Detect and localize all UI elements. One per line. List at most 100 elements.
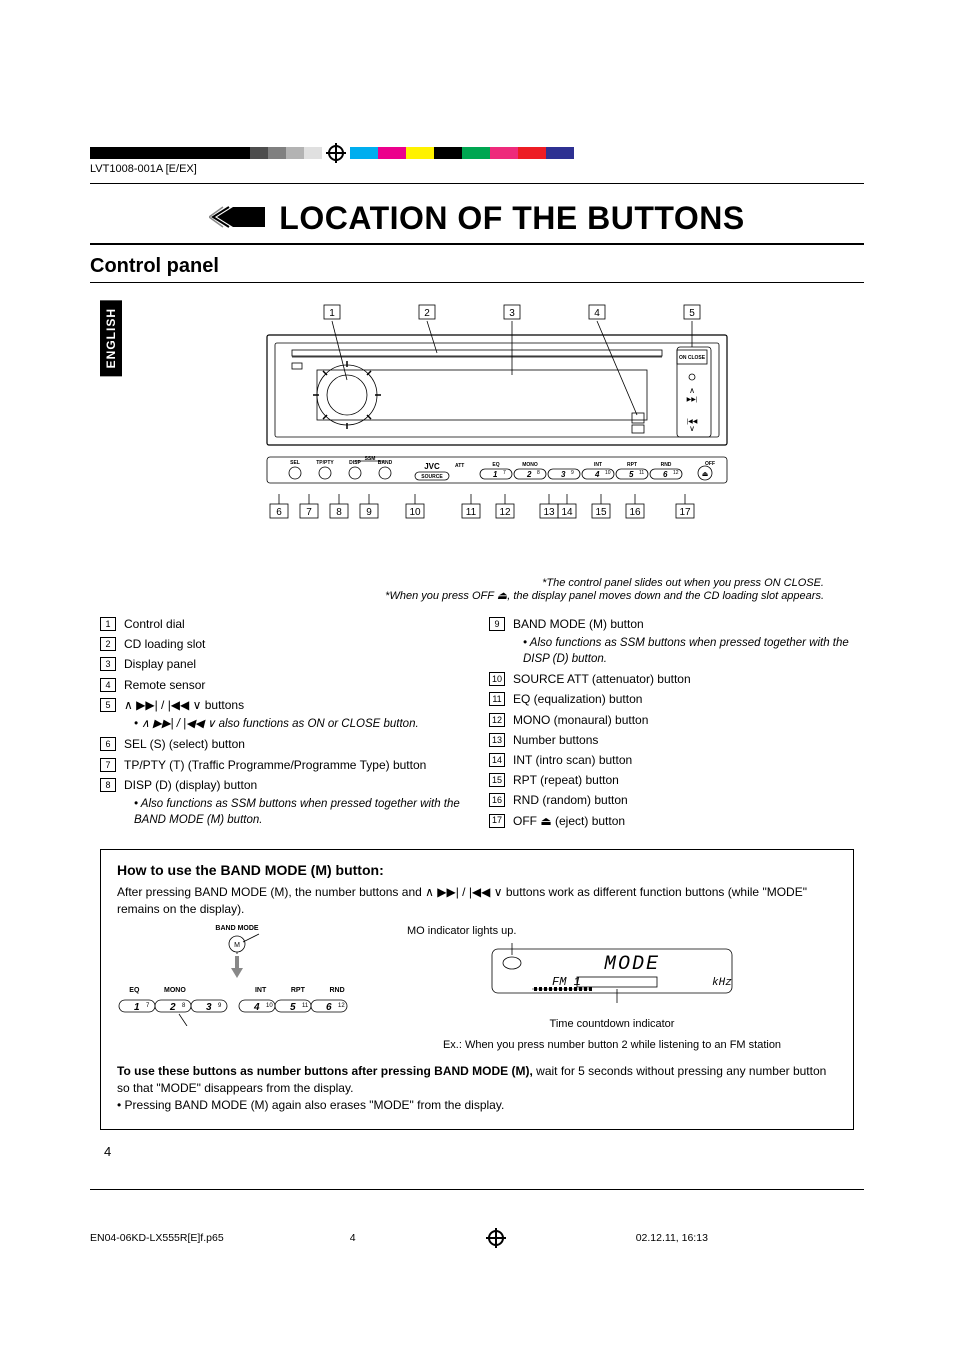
svg-text:TP/PTY: TP/PTY bbox=[316, 460, 334, 466]
page-footer: EN04-06KD-LX555R[E]f.p65 4 02.12.11, 16:… bbox=[90, 1230, 864, 1246]
band-mode-buttons-diagram: BAND MODE M EQ MONO INT RPT RND bbox=[117, 925, 357, 1029]
svg-text:11: 11 bbox=[466, 507, 477, 518]
legend-text: DISP (D) (display) button bbox=[124, 777, 465, 793]
svg-text:3: 3 bbox=[561, 470, 566, 479]
legend-text: EQ (equalization) button bbox=[513, 691, 854, 707]
svg-text:MODE: MODE bbox=[604, 953, 660, 976]
svg-text:∨: ∨ bbox=[689, 424, 695, 433]
legend-text: SEL (S) (select) button bbox=[124, 736, 465, 752]
legend-number: 14 bbox=[489, 753, 505, 767]
legend-number: 12 bbox=[489, 713, 505, 727]
svg-text:4: 4 bbox=[594, 308, 600, 319]
svg-text:FM 1: FM 1 bbox=[552, 975, 581, 989]
svg-text:11: 11 bbox=[639, 470, 644, 476]
legend-text: Display panel bbox=[124, 656, 465, 672]
svg-text:INT: INT bbox=[594, 462, 602, 468]
svg-text:JVC: JVC bbox=[424, 462, 440, 471]
eject-icon: ⏏ bbox=[497, 590, 507, 602]
info-box-footer: To use these buttons as number buttons a… bbox=[117, 1063, 837, 1115]
section-subtitle: Control panel bbox=[90, 255, 864, 278]
nav-buttons-icon: ∧ ▶▶| / |◀◀ ∨ bbox=[425, 885, 502, 899]
svg-text:7: 7 bbox=[306, 507, 312, 518]
svg-text:OFF: OFF bbox=[705, 461, 715, 467]
svg-text:ATT: ATT bbox=[455, 463, 464, 469]
svg-text:16: 16 bbox=[629, 507, 641, 518]
svg-text:kHz: kHz bbox=[712, 977, 732, 989]
svg-text:4: 4 bbox=[253, 1002, 260, 1013]
printer-marks-row: LVT1008-001A [E/EX] bbox=[90, 145, 864, 177]
svg-text:SOURCE: SOURCE bbox=[421, 474, 443, 480]
svg-text:5: 5 bbox=[290, 1002, 296, 1013]
legend-number: 5 bbox=[100, 698, 116, 712]
footer-page: 4 bbox=[350, 1232, 356, 1244]
registration-mark-icon bbox=[488, 1230, 504, 1246]
svg-text:RPT: RPT bbox=[627, 462, 637, 468]
legend-number: 15 bbox=[489, 773, 505, 787]
legend-number: 11 bbox=[489, 692, 505, 706]
svg-text:7: 7 bbox=[503, 470, 506, 476]
footer-filename: EN04-06KD-LX555R[E]f.p65 bbox=[90, 1232, 224, 1244]
section-arrow-icon bbox=[209, 203, 265, 234]
legend-left-column: 1Control dial2CD loading slot3Display pa… bbox=[100, 616, 465, 833]
info-box-intro: After pressing BAND MODE (M), the number… bbox=[117, 884, 837, 918]
svg-text:6: 6 bbox=[276, 507, 282, 518]
legend-text: RND (random) button bbox=[513, 792, 854, 808]
svg-text:14: 14 bbox=[561, 507, 573, 518]
diagram-notes: *The control panel slides out when you p… bbox=[90, 577, 824, 602]
svg-text:SEL: SEL bbox=[290, 460, 300, 466]
svg-text:15: 15 bbox=[595, 507, 607, 518]
svg-text:⏏: ⏏ bbox=[702, 471, 709, 478]
svg-text:8: 8 bbox=[336, 507, 342, 518]
legend-number: 8 bbox=[100, 778, 116, 792]
footer-date: 02.12.11, 16:13 bbox=[636, 1232, 708, 1244]
page-number: 4 bbox=[104, 1144, 864, 1159]
legend-number: 1 bbox=[100, 617, 116, 631]
control-panel-diagram: 12345 ON CLOSE bbox=[130, 295, 864, 567]
svg-text:12: 12 bbox=[673, 470, 679, 476]
legend-number: 2 bbox=[100, 637, 116, 651]
legend-text: INT (intro scan) button bbox=[513, 752, 854, 768]
svg-text:M: M bbox=[234, 942, 240, 949]
legend-text: Number buttons bbox=[513, 732, 854, 748]
legend-text: OFF ⏏ (eject) button bbox=[513, 813, 854, 829]
svg-text:9: 9 bbox=[366, 507, 372, 518]
svg-text:17: 17 bbox=[679, 507, 691, 518]
band-mode-info-box: How to use the BAND MODE (M) button: Aft… bbox=[100, 849, 854, 1130]
density-bar bbox=[90, 147, 322, 159]
display-example-diagram: MO indicator lights up. MODE FM 1 kHz Ti… bbox=[387, 925, 837, 1052]
legend-number: 13 bbox=[489, 733, 505, 747]
svg-text:8: 8 bbox=[182, 1003, 186, 1009]
color-bar bbox=[350, 147, 574, 159]
legend-number: 7 bbox=[100, 758, 116, 772]
svg-text:3: 3 bbox=[206, 1002, 212, 1013]
svg-text:5: 5 bbox=[629, 470, 634, 479]
button-legend: 1Control dial2CD loading slot3Display pa… bbox=[100, 616, 854, 833]
svg-text:▶▶|: ▶▶| bbox=[687, 397, 698, 403]
legend-text: MONO (monaural) button bbox=[513, 712, 854, 728]
legend-number: 3 bbox=[100, 657, 116, 671]
page-title: LOCATION OF THE BUTTONS bbox=[279, 200, 744, 237]
svg-text:3: 3 bbox=[509, 308, 515, 319]
svg-text:2: 2 bbox=[424, 308, 430, 319]
svg-text:8: 8 bbox=[537, 470, 540, 476]
svg-text:1: 1 bbox=[493, 470, 498, 479]
legend-right-column: 9BAND MODE (M) button• Also functions as… bbox=[489, 616, 854, 833]
legend-text: TP/PTY (T) (Traffic Programme/Programme … bbox=[124, 757, 465, 773]
svg-text:12: 12 bbox=[338, 1003, 345, 1009]
svg-text:1: 1 bbox=[329, 308, 335, 319]
svg-text:6: 6 bbox=[663, 470, 668, 479]
svg-text:10: 10 bbox=[605, 470, 611, 476]
svg-text:RND: RND bbox=[661, 462, 672, 468]
legend-text: ∧ ▶▶| / |◀◀ ∨ buttons bbox=[124, 697, 465, 713]
svg-text:4: 4 bbox=[594, 470, 600, 479]
legend-number: 6 bbox=[100, 737, 116, 751]
svg-text:5: 5 bbox=[689, 308, 695, 319]
svg-text:2: 2 bbox=[169, 1002, 176, 1013]
svg-text:10: 10 bbox=[409, 507, 421, 518]
legend-text: RPT (repeat) button bbox=[513, 772, 854, 788]
svg-text:2: 2 bbox=[526, 470, 532, 479]
legend-text: SOURCE ATT (attenuator) button bbox=[513, 671, 854, 687]
legend-number: 10 bbox=[489, 672, 505, 686]
title-row: LOCATION OF THE BUTTONS bbox=[90, 200, 864, 237]
svg-text:MONO: MONO bbox=[522, 462, 538, 468]
